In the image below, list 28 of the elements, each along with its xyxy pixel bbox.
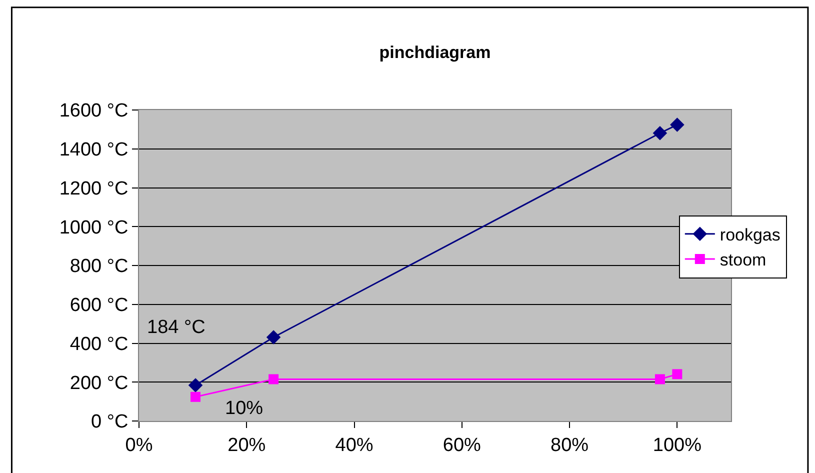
chart-title: pinchdiagram	[379, 42, 491, 62]
y-tick-label: 1600 °C	[59, 100, 128, 122]
y-tick-label: 600 °C	[70, 295, 128, 316]
x-tick-label: 20%	[228, 434, 266, 456]
x-tick-label: 0%	[125, 434, 153, 456]
x-tick-label: 80%	[550, 434, 589, 456]
x-tick-label: 100%	[652, 434, 702, 456]
point	[670, 118, 684, 132]
x-tick-label: 60%	[442, 434, 482, 456]
y-tick-label: 0 °C	[91, 412, 128, 433]
annotation: 184 °C	[147, 317, 206, 338]
y-tick-label: 1200 °C	[59, 178, 128, 200]
y-tick-label: 1400 °C	[59, 140, 128, 161]
y-tick-label: 200 °C	[70, 372, 128, 394]
point	[268, 374, 279, 384]
legend-label: rookgas	[720, 226, 780, 245]
point	[672, 369, 682, 380]
point	[652, 126, 668, 140]
annotation: 10%	[225, 398, 264, 419]
point	[654, 374, 665, 384]
y-tick-label: 1000 °C	[59, 217, 128, 238]
point	[188, 378, 203, 392]
y-tick-label: 800 °C	[70, 256, 128, 278]
legend-label: stoom	[720, 250, 766, 270]
y-tick-label: 400 °C	[70, 334, 128, 355]
x-tick-label: 40%	[335, 434, 374, 456]
point	[190, 392, 201, 402]
point	[266, 330, 281, 344]
